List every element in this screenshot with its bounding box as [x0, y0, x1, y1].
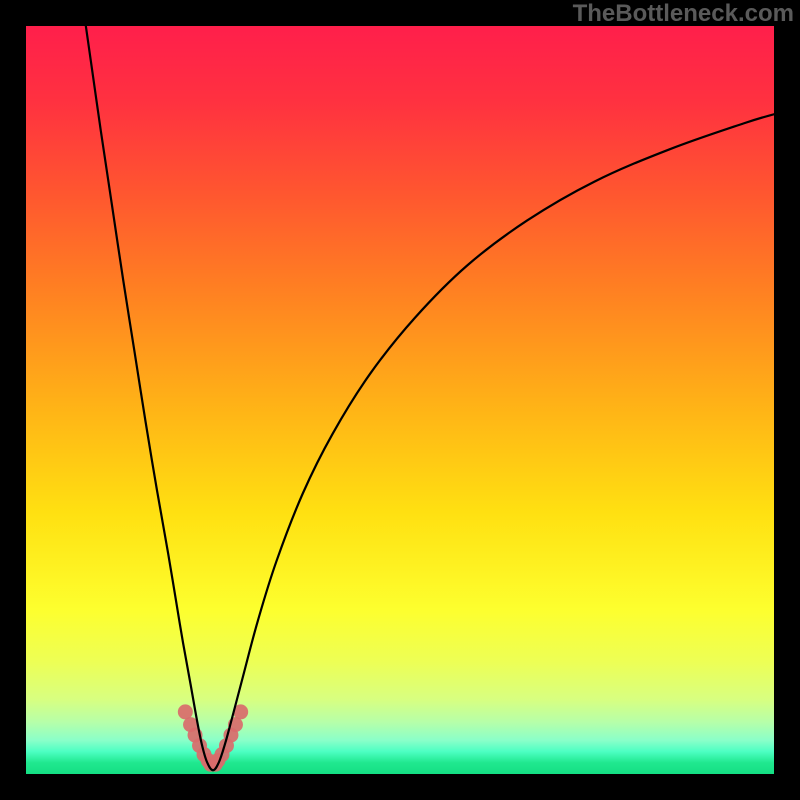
plot-area — [26, 26, 774, 774]
gradient-background — [26, 26, 774, 774]
chart-svg — [26, 26, 774, 774]
chart-frame: TheBottleneck.com — [0, 0, 800, 800]
watermark-text: TheBottleneck.com — [573, 0, 800, 28]
